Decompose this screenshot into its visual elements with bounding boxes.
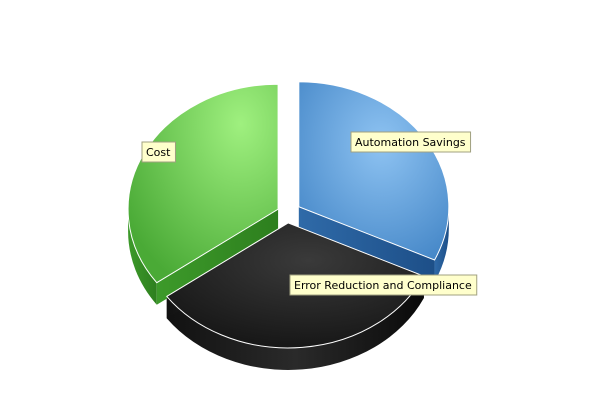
pie-slice-side-0 bbox=[298, 206, 449, 282]
slice-label-0: Automation Savings bbox=[350, 131, 472, 153]
slice-label-box bbox=[350, 131, 472, 153]
slice-label-2: Cost bbox=[141, 141, 176, 163]
slice-label-text: Error Reduction and Compliance bbox=[294, 279, 472, 292]
slice-label-text: Cost bbox=[146, 146, 171, 159]
slice-label-box bbox=[289, 274, 478, 296]
pie-slice-side-2 bbox=[128, 209, 279, 305]
slice-label-box bbox=[141, 141, 176, 163]
slice-label-1: Error Reduction and Compliance bbox=[289, 274, 478, 296]
slice-label-text: Automation Savings bbox=[355, 136, 466, 149]
